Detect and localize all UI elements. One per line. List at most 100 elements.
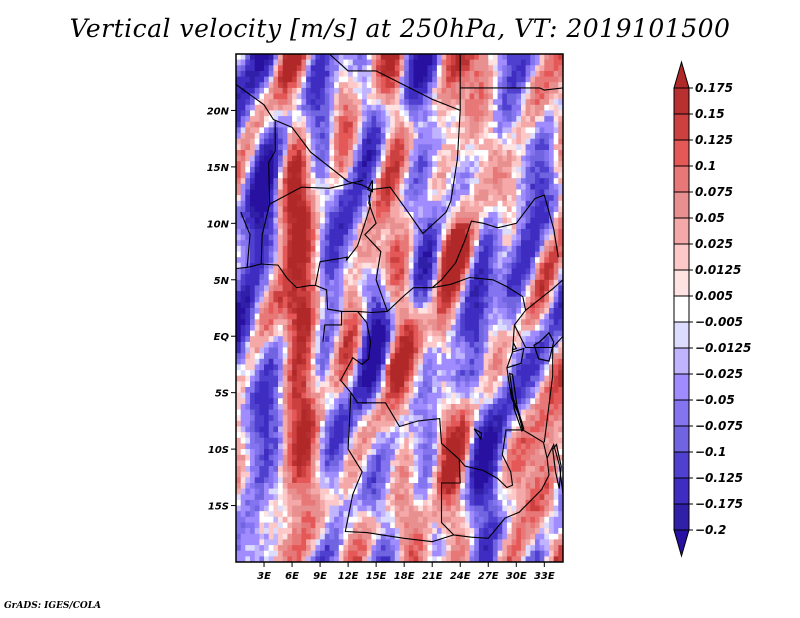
field-cell xyxy=(254,144,260,151)
field-cell xyxy=(492,432,499,439)
field-cell xyxy=(553,420,559,428)
field-cell xyxy=(506,178,513,185)
field-cell xyxy=(380,138,387,145)
field-cell xyxy=(334,82,340,89)
field-cell xyxy=(310,138,316,145)
field-cell xyxy=(245,279,251,286)
field-cell xyxy=(352,409,359,416)
field-cell xyxy=(273,121,279,128)
field-cell xyxy=(506,93,513,100)
field-cell xyxy=(357,200,363,207)
field-cell xyxy=(296,262,302,269)
field-cell xyxy=(254,262,260,269)
field-cell xyxy=(492,150,499,157)
field-cell xyxy=(315,189,321,196)
field-cell xyxy=(399,161,405,168)
field-cell xyxy=(502,144,508,151)
field-cell xyxy=(315,99,321,106)
field-cell xyxy=(464,116,471,123)
field-cell xyxy=(320,76,326,83)
field-cell xyxy=(404,183,410,190)
field-cell xyxy=(338,240,345,247)
field-cell xyxy=(521,398,527,405)
field-cell xyxy=(488,409,494,416)
field-cell xyxy=(292,262,298,269)
field-cell xyxy=(497,324,503,332)
field-cell xyxy=(366,319,373,326)
field-cell xyxy=(455,245,461,253)
field-cell xyxy=(488,364,494,371)
field-cell xyxy=(492,104,499,111)
field-cell xyxy=(469,387,475,394)
field-cell xyxy=(287,70,293,78)
field-cell xyxy=(385,161,391,168)
field-cell xyxy=(357,82,363,89)
field-cell xyxy=(338,144,345,151)
field-cell xyxy=(408,172,415,179)
field-cell xyxy=(483,392,489,399)
field-cell xyxy=(301,110,307,117)
field-cell xyxy=(278,183,284,190)
field-cell xyxy=(268,189,274,196)
field-cell xyxy=(553,223,559,230)
field-cell xyxy=(535,166,541,174)
field-cell xyxy=(250,245,256,253)
field-cell xyxy=(250,195,256,202)
field-cell xyxy=(324,234,331,241)
field-cell xyxy=(236,93,242,100)
field-cell xyxy=(362,240,368,247)
field-cell xyxy=(413,245,419,253)
field-cell xyxy=(278,296,284,303)
field-cell xyxy=(553,183,559,190)
field-cell xyxy=(521,70,527,78)
field-cell xyxy=(441,279,447,286)
field-cell xyxy=(334,409,340,416)
field-cell xyxy=(488,59,494,66)
field-cell xyxy=(539,240,545,247)
field-cell xyxy=(502,364,508,371)
field-cell xyxy=(259,375,265,382)
field-cell xyxy=(343,234,349,241)
field-cell xyxy=(544,375,550,382)
field-cell xyxy=(245,330,251,337)
field-cell xyxy=(301,370,307,377)
field-cell xyxy=(483,381,489,388)
field-cell xyxy=(408,330,415,337)
field-cell xyxy=(273,150,279,157)
field-cell xyxy=(516,161,522,168)
field-cell xyxy=(245,381,251,388)
field-cell xyxy=(320,387,326,394)
field-cell xyxy=(371,302,377,309)
field-cell xyxy=(264,449,270,456)
field-cell xyxy=(250,138,256,145)
field-cell xyxy=(511,370,517,377)
field-cell xyxy=(371,54,377,61)
field-cell xyxy=(427,443,433,450)
field-cell xyxy=(329,144,335,151)
field-cell xyxy=(464,183,471,190)
field-cell xyxy=(245,454,251,461)
field-cell xyxy=(329,234,335,241)
field-cell xyxy=(460,347,466,354)
field-cell xyxy=(474,268,480,275)
field-cell xyxy=(315,172,321,179)
field-cell xyxy=(264,409,270,416)
field-cell xyxy=(282,138,288,145)
field-cell xyxy=(535,65,541,72)
field-cell xyxy=(236,166,242,174)
field-cell xyxy=(282,200,288,207)
field-cell xyxy=(404,138,410,145)
field-cell xyxy=(268,245,274,253)
field-cell xyxy=(296,99,302,106)
field-cell xyxy=(264,398,270,405)
field-cell xyxy=(544,291,550,298)
field-cell xyxy=(474,178,480,185)
field-cell xyxy=(254,404,260,411)
field-cell xyxy=(558,223,563,230)
field-cell xyxy=(390,398,396,405)
field-cell xyxy=(455,166,461,174)
field-cell xyxy=(525,116,531,123)
field-cell xyxy=(413,404,419,411)
field-cell xyxy=(432,268,438,275)
field-cell xyxy=(436,426,443,433)
